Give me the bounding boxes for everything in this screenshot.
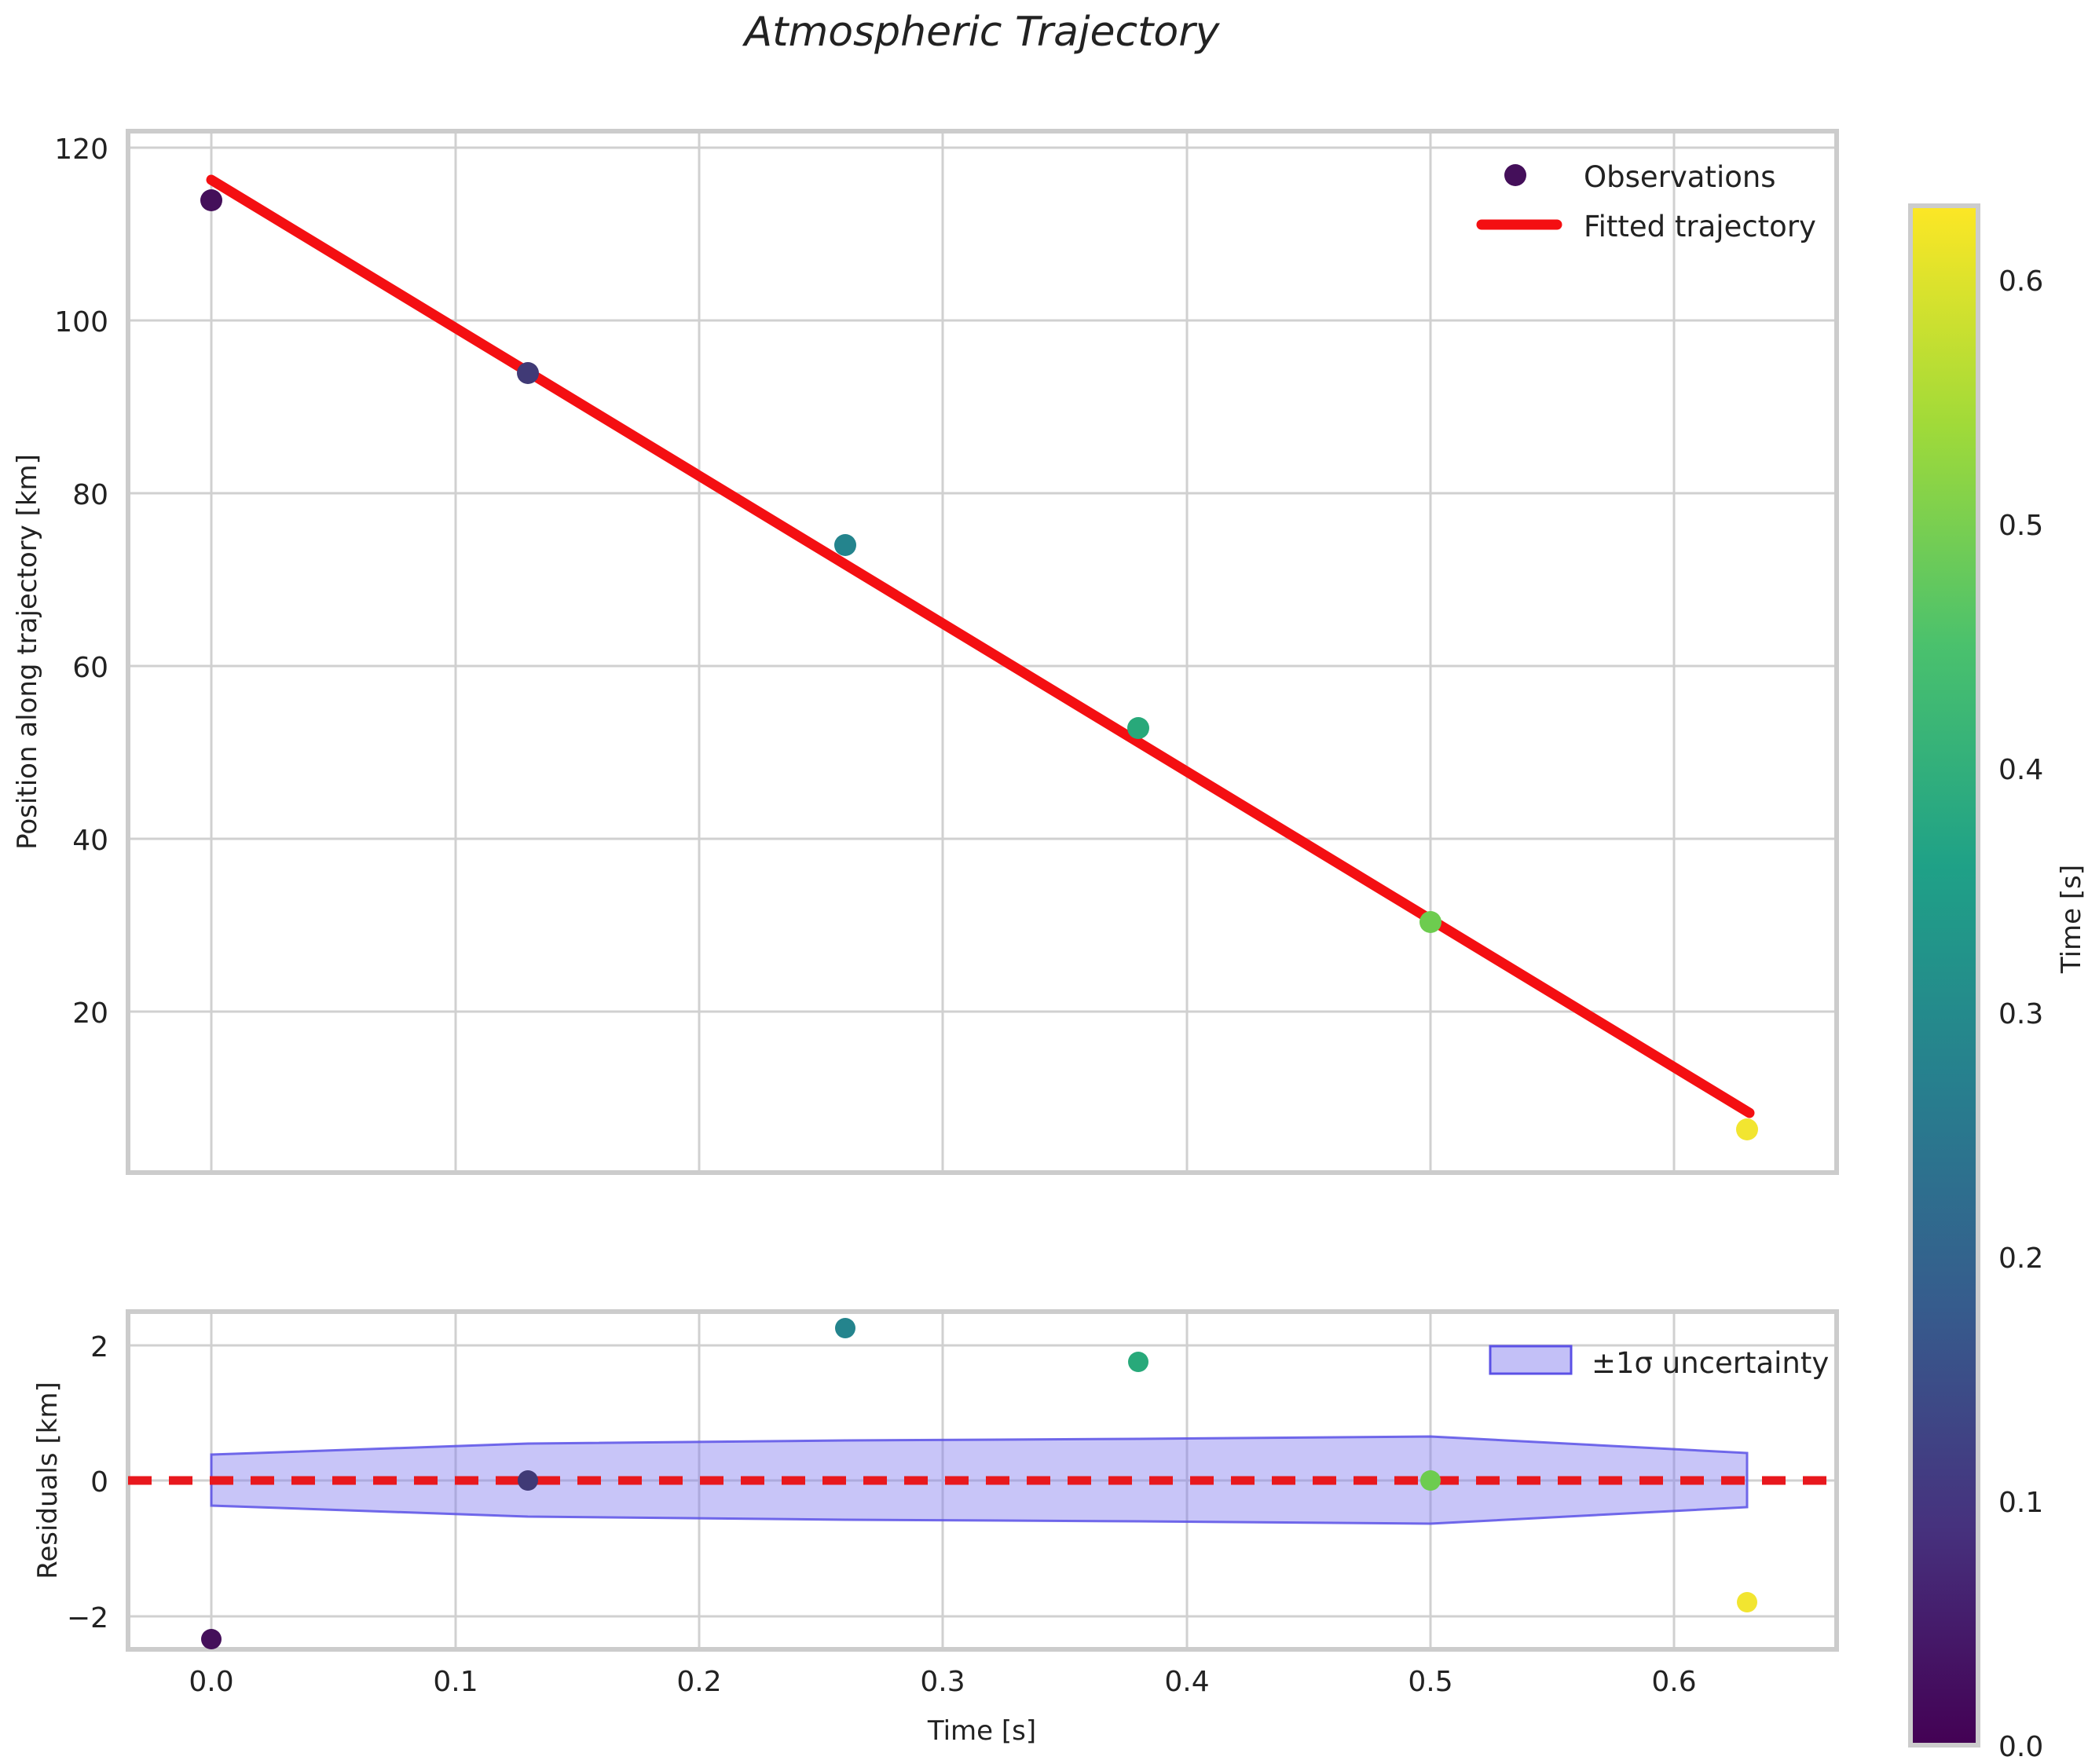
residual-point: [518, 1470, 538, 1491]
residual-legend[interactable]: ±1σ uncertainty: [1489, 1345, 1829, 1380]
residual-y-axis-label: Residuals [km]: [32, 1382, 64, 1579]
residual-y-tick-neg2: −2: [67, 1602, 108, 1634]
legend-label-fitted-trajectory: Fitted trajectory: [1584, 210, 1816, 243]
x-tick-0: 0.0: [189, 1666, 233, 1698]
main-y-tick-40: 40: [72, 825, 108, 857]
colorbar-tick-6: 0.6: [1998, 265, 2043, 298]
residual-y-tick-0: 0: [90, 1466, 108, 1499]
x-tick-1: 0.1: [433, 1666, 478, 1698]
colorbar-tick-0: 0.0: [1998, 1731, 2043, 1763]
colorbar-frame: [1908, 203, 1980, 1748]
observation-point: [1736, 1118, 1758, 1140]
observation-point: [1127, 717, 1149, 739]
main-panel-frame: [126, 129, 1839, 1175]
colorbar-gradient: [1910, 206, 1978, 1745]
x-tick-2: 0.2: [676, 1666, 721, 1698]
legend-marker-observations: [1504, 164, 1526, 186]
legend-label-uncertainty: ±1σ uncertainty: [1592, 1346, 1829, 1380]
uncertainty-band: [210, 1435, 1749, 1525]
residual-y-tick-labels: −2 0 2: [67, 1331, 108, 1634]
legend-label-observations: Observations: [1584, 160, 1776, 194]
main-y-tick-100: 100: [54, 306, 108, 339]
observation-point: [834, 534, 856, 556]
main-y-tick-60: 60: [72, 652, 108, 684]
x-tick-6: 0.6: [1651, 1666, 1696, 1698]
main-observation-points: [200, 189, 1758, 1140]
x-tick-4: 0.4: [1164, 1666, 1209, 1698]
colorbar-tick-3: 0.3: [1998, 998, 2043, 1030]
main-panel: 20 40 60 80 100 120 Position along traje…: [12, 129, 1839, 1175]
residual-point: [201, 1629, 222, 1649]
x-axis-label: Time [s]: [927, 1715, 1036, 1747]
x-tick-5: 0.5: [1408, 1666, 1452, 1698]
colorbar-tick-2: 0.2: [1998, 1242, 2043, 1275]
x-tick-3: 0.3: [920, 1666, 965, 1698]
observation-point: [517, 362, 539, 384]
residual-point: [835, 1318, 855, 1338]
colorbar-tick-labels: 0.0 0.1 0.2 0.3 0.4 0.5 0.6: [1998, 265, 2043, 1763]
main-y-tick-labels: 20 40 60 80 100 120: [54, 134, 108, 1030]
residual-point: [1737, 1592, 1757, 1612]
figure-title: Atmospheric Trajectory: [742, 9, 1221, 56]
residual-point: [1128, 1352, 1148, 1372]
residual-y-tick-2: 2: [90, 1331, 108, 1363]
residual-panel: −2 0 2 Residuals [km] ±1σ uncertainty 0.…: [32, 1309, 1839, 1747]
fitted-trajectory-line: [206, 174, 1755, 1118]
main-legend[interactable]: Observations Fitted trajectory: [1476, 160, 1816, 243]
residual-point: [1420, 1470, 1441, 1491]
colorbar[interactable]: 0.0 0.1 0.2 0.3 0.4 0.5 0.6 Time [s]: [1908, 203, 2087, 1763]
main-y-axis-label: Position along trajectory [km]: [12, 454, 43, 850]
observation-point: [1419, 911, 1441, 933]
colorbar-axis-label: Time [s]: [2056, 865, 2087, 974]
residual-points: [201, 1318, 1757, 1649]
colorbar-tick-4: 0.4: [1998, 754, 2043, 786]
observation-point: [200, 189, 222, 211]
legend-swatch-uncertainty: [1489, 1345, 1573, 1375]
x-tick-labels: 0.0 0.1 0.2 0.3 0.4 0.5 0.6: [189, 1666, 1696, 1698]
main-y-tick-20: 20: [72, 997, 108, 1030]
colorbar-tick-5: 0.5: [1998, 510, 2043, 542]
main-y-tick-120: 120: [54, 134, 108, 166]
colorbar-tick-1: 0.1: [1998, 1487, 2043, 1519]
main-gridlines: [128, 131, 1837, 1173]
main-y-tick-80: 80: [72, 479, 108, 511]
